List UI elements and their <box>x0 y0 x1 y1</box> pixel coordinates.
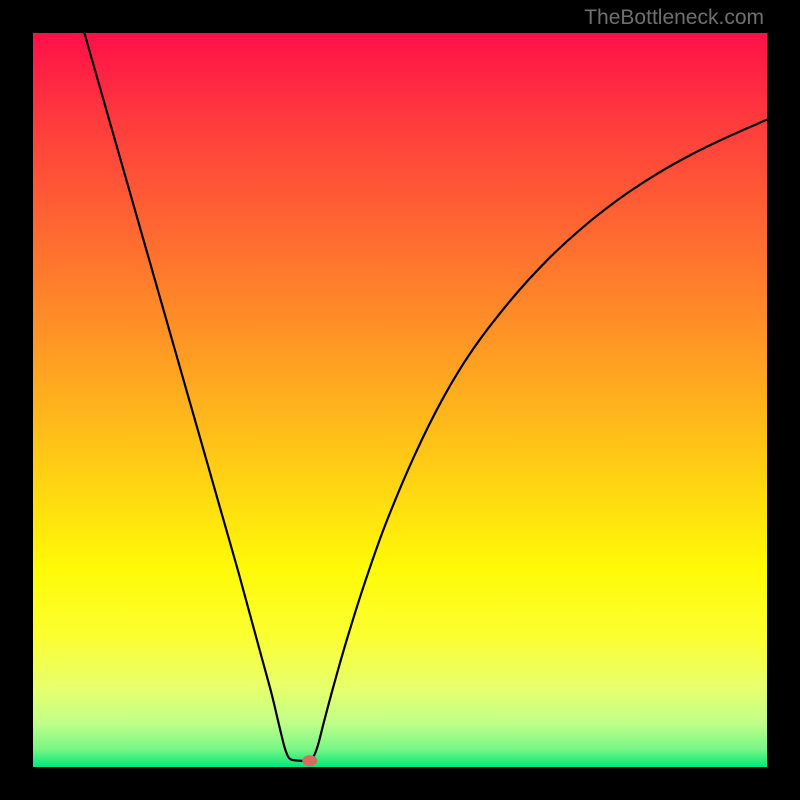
optimal-point-marker <box>302 755 317 766</box>
plot-background <box>33 33 767 767</box>
chart-frame: TheBottleneck.com <box>0 0 800 800</box>
bottleneck-curve-plot <box>0 0 800 800</box>
watermark-text: TheBottleneck.com <box>584 6 764 30</box>
